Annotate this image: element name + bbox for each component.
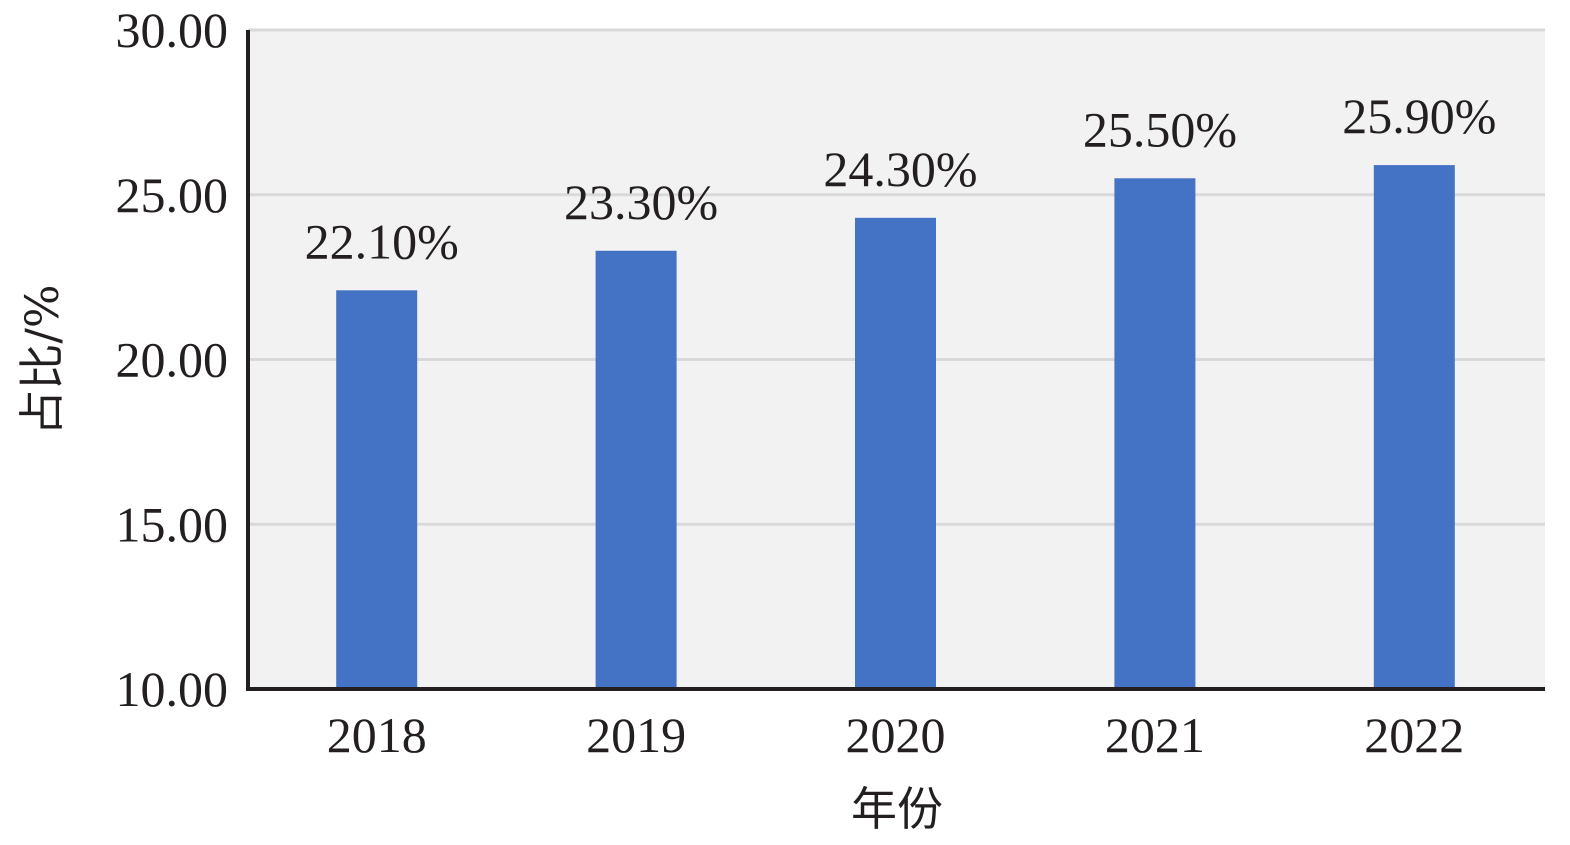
bar-2019 <box>595 250 677 689</box>
x-tick-labels: 2018 2019 2020 2021 2022 <box>327 707 1465 763</box>
data-label-2022: 25.90% <box>1342 88 1496 144</box>
bar-2020 <box>855 217 936 689</box>
y-tick-label: 10.00 <box>116 661 229 717</box>
x-axis-title: 年份 <box>851 782 943 836</box>
y-tick-label: 30.00 <box>116 2 229 58</box>
y-tick-label: 20.00 <box>116 332 229 388</box>
data-label-2020: 24.30% <box>823 141 977 197</box>
x-tick-label-2022: 2022 <box>1364 707 1464 763</box>
data-label-2018: 22.10% <box>305 213 459 269</box>
data-label-2021: 25.50% <box>1083 101 1237 157</box>
bar-2018 <box>336 290 418 689</box>
x-tick-label-2020: 2020 <box>846 707 946 763</box>
y-tick-labels: 10.00 15.00 20.00 25.00 30.00 <box>116 2 229 717</box>
bars <box>336 165 1455 690</box>
data-labels: 22.10% 23.30% 24.30% 25.50% 25.90% <box>305 88 1497 269</box>
x-tick-label-2019: 2019 <box>586 707 686 763</box>
y-axis-title: 占比/% <box>15 284 69 435</box>
x-tick-label-2021: 2021 <box>1105 707 1205 763</box>
y-tick-label: 25.00 <box>116 167 229 223</box>
x-tick-label-2018: 2018 <box>327 707 427 763</box>
data-label-2019: 23.30% <box>564 174 718 230</box>
y-tick-label: 15.00 <box>116 496 229 552</box>
bar-2021 <box>1114 178 1196 689</box>
axes <box>246 30 1545 691</box>
bar-2022 <box>1373 165 1455 690</box>
